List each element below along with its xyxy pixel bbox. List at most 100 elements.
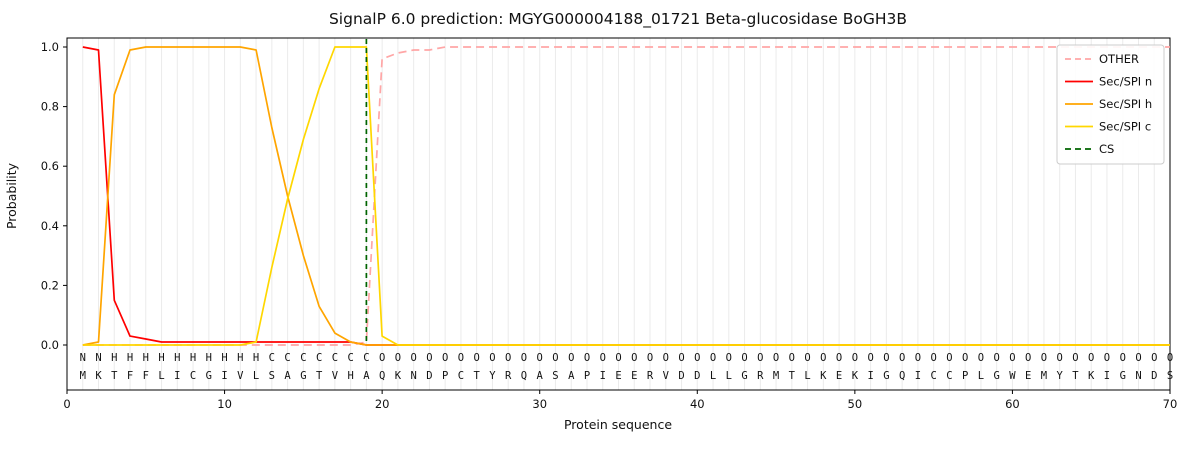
y-tick-label: 0.0 [41, 338, 59, 352]
legend-label-sec-spi-h: Sec/SPI h [1099, 97, 1152, 111]
sequence-letter: T [789, 370, 796, 382]
sequence-letter: G [883, 370, 889, 382]
plot-generated-content: 0.00.20.40.60.81.00 10 20 30 40 50 60 70N N H H H H H… [41, 37, 1178, 411]
sequence-letter: L [804, 370, 810, 382]
region-label-letter: O [1009, 352, 1015, 364]
sequence-letter: V [332, 370, 339, 382]
sequence-letter: K [95, 370, 102, 382]
sequence-letter: P [584, 370, 590, 382]
legend: OTHER Sec/SPI n Sec/SPI h Sec/SPI c CS [1056, 44, 1165, 165]
region-label-letter: C [363, 352, 369, 364]
x-tick-label: 40 [690, 397, 705, 411]
sequence-letter: E [1025, 370, 1031, 382]
region-label-letter: O [505, 352, 511, 364]
sequence-letter: L [978, 370, 984, 382]
sequence-letter: A [363, 370, 370, 382]
region-label-letter: H [190, 352, 196, 364]
sequence-letter: D [694, 370, 700, 382]
sequence-letter: L [726, 370, 732, 382]
region-label-letter: O [1072, 352, 1078, 364]
sequence-letter: T [474, 370, 481, 382]
plot-frame [66, 37, 1171, 391]
y-tick-label: 0.4 [41, 219, 59, 233]
region-label-letter: O [820, 352, 826, 364]
sequence-letter: N [410, 370, 416, 382]
region-label-letter: O [757, 352, 763, 364]
region-label-letter: H [111, 352, 117, 364]
region-label-letter: O [694, 352, 700, 364]
x-tick-label: 70 [1163, 397, 1178, 411]
region-label-letter: O [1151, 352, 1157, 364]
sequence-letter: Y [1057, 370, 1064, 382]
region-label-letter: O [867, 352, 873, 364]
region-label-letter: O [489, 352, 495, 364]
series-line-sec-spi-h [82, 46, 1170, 346]
sequence-letter: K [852, 370, 859, 382]
sequence-letter: K [820, 370, 827, 382]
y-tick-label: 0.6 [41, 159, 59, 173]
x-tick-label: 20 [375, 397, 390, 411]
region-label-letter: O [474, 352, 480, 364]
region-label-letter: O [410, 352, 416, 364]
sequence-letter: M [80, 370, 86, 382]
region-label-letter: O [631, 352, 637, 364]
sequence-letter: G [1120, 370, 1126, 382]
region-label-letter: C [269, 352, 275, 364]
region-label-letter: C [284, 352, 290, 364]
sequence-letter: R [505, 370, 512, 382]
sequence-letter: I [221, 370, 227, 382]
region-label-letter: O [1167, 352, 1173, 364]
sequence-letter: Q [899, 370, 905, 382]
sequence-letter: I [867, 370, 873, 382]
region-label-letter: O [962, 352, 968, 364]
region-label-letter: O [741, 352, 747, 364]
region-label-letter: O [836, 352, 842, 364]
sequence-letter: D [678, 370, 684, 382]
sequence-letter: M [773, 370, 779, 382]
region-label-letter: O [852, 352, 858, 364]
legend-label-cs: CS [1099, 142, 1114, 156]
sequence-letter: D [1151, 370, 1157, 382]
region-label-letter: O [899, 352, 905, 364]
region-label-letter: O [458, 352, 464, 364]
chart-title: SignalP 6.0 prediction: MGYG000004188_01… [329, 10, 907, 29]
sequence-letter: K [395, 370, 402, 382]
sequence-letter: P [442, 370, 448, 382]
region-label-letter: O [1041, 352, 1047, 364]
region-label-letter: H [127, 352, 133, 364]
sequence-letter: T [316, 370, 323, 382]
region-label-letter: O [1025, 352, 1031, 364]
sequence-letter: V [663, 370, 670, 382]
region-label-letter: O [426, 352, 432, 364]
sequence-letter: V [237, 370, 244, 382]
sequence-letter: C [930, 370, 936, 382]
region-label-letter: O [537, 352, 543, 364]
region-label-letter: N [80, 352, 86, 364]
sequence-letter: I [915, 370, 921, 382]
sequence-letter: I [600, 370, 606, 382]
gridlines [82, 38, 1171, 390]
sequence-letter: R [757, 370, 764, 382]
region-label-letter: O [395, 352, 401, 364]
region-label-letter: H [221, 352, 227, 364]
y-tick-label: 0.2 [41, 278, 59, 292]
sequence-letter: A [537, 370, 544, 382]
region-label-letter: O [946, 352, 952, 364]
region-label-letter: O [521, 352, 527, 364]
sequence-letter: G [300, 370, 306, 382]
x-axis-label: Protein sequence [564, 417, 672, 432]
series-line-sec-spi-c [82, 46, 1170, 346]
region-label-letter: O [1088, 352, 1094, 364]
region-label-letter: C [332, 352, 338, 364]
region-label-letter: O [773, 352, 779, 364]
region-label-letter: O [1120, 352, 1126, 364]
sequence-letter: H [347, 370, 353, 382]
region-label-letter: C [316, 352, 322, 364]
region-label-letter: O [663, 352, 669, 364]
region-label-letter: H [174, 352, 180, 364]
legend-box [1056, 44, 1165, 165]
y-axis-label: Probability [4, 162, 19, 229]
